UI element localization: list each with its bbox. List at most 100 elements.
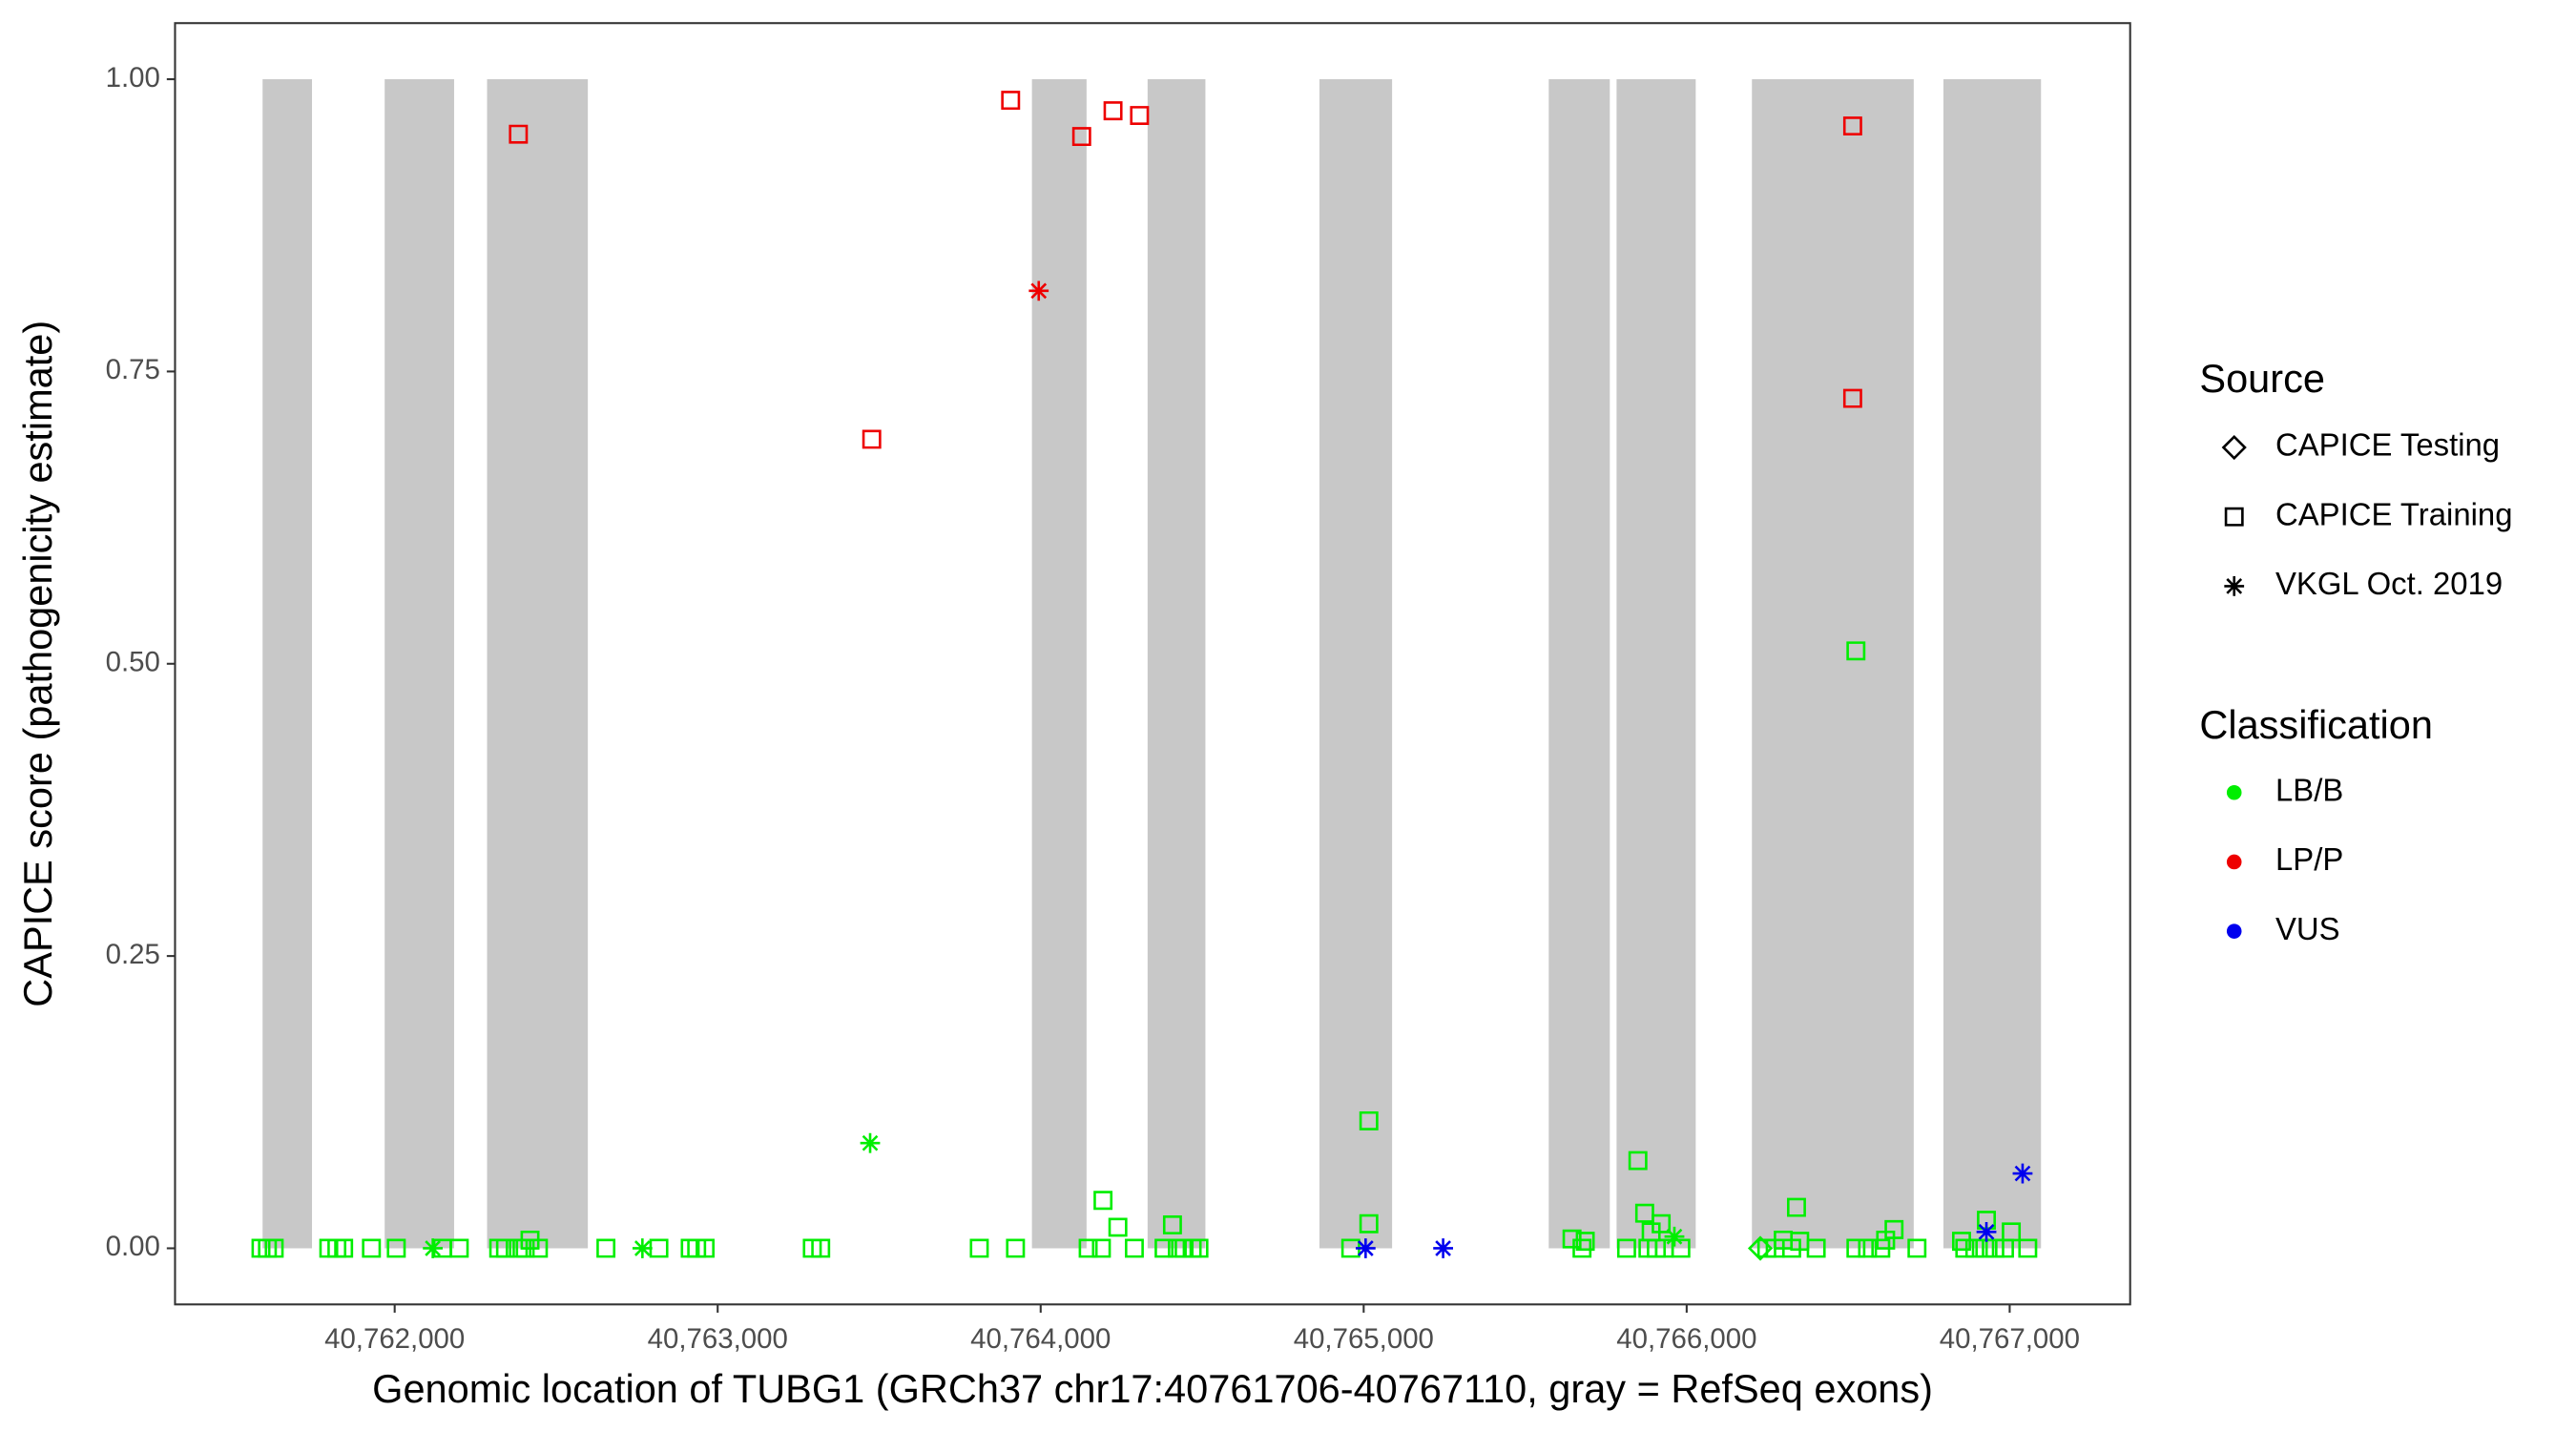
point — [1781, 1238, 1801, 1258]
legend-label: LP/P — [2275, 841, 2343, 877]
point — [1359, 1213, 1379, 1234]
x-tick-label: 40,767,000 — [1940, 1323, 2080, 1355]
point — [2002, 1222, 2022, 1242]
point — [1876, 1230, 1896, 1250]
y-tick-label: 0.75 — [106, 354, 160, 385]
y-tick-label: 0.00 — [106, 1231, 160, 1262]
point — [1130, 106, 1150, 125]
x-axis-title: Genomic location of TUBG1 (GRCh37 chr17:… — [372, 1366, 1933, 1411]
point — [1162, 1215, 1182, 1234]
exon — [1943, 79, 2042, 1249]
point — [1871, 1238, 1891, 1258]
point — [1572, 1238, 1592, 1258]
y-axis-title: CAPICE score (pathogenicity estimate) — [15, 321, 60, 1007]
x-tick-label: 40,764,000 — [970, 1323, 1111, 1355]
point — [1433, 1238, 1453, 1258]
point — [811, 1238, 831, 1258]
legend-title: Classification — [2199, 702, 2433, 747]
point — [529, 1238, 549, 1258]
legend-label: CAPICE Testing — [2275, 427, 2500, 463]
point — [449, 1238, 469, 1258]
point — [1103, 101, 1123, 121]
exon — [1319, 79, 1393, 1249]
point — [1359, 1110, 1379, 1130]
point — [1846, 641, 1866, 661]
x-tick-label: 40,765,000 — [1294, 1323, 1434, 1355]
exon — [1752, 79, 1914, 1249]
point — [2012, 1163, 2033, 1184]
legend-symbol — [2221, 434, 2247, 461]
point — [1001, 91, 1021, 111]
point — [1806, 1238, 1826, 1258]
x-tick-label: 40,762,000 — [324, 1323, 465, 1355]
point — [1787, 1197, 1806, 1217]
point — [1628, 1151, 1648, 1171]
point-layer — [251, 91, 2038, 1261]
legend-label: LB/B — [2275, 772, 2343, 807]
point — [696, 1238, 715, 1258]
point — [1671, 1238, 1691, 1258]
exon — [1548, 79, 1610, 1249]
point — [632, 1238, 653, 1258]
point — [520, 1230, 540, 1250]
point — [264, 1238, 284, 1258]
point — [1355, 1238, 1376, 1258]
point — [1977, 1211, 1996, 1231]
point — [1616, 1238, 1636, 1258]
exon — [1616, 79, 1696, 1249]
exon — [487, 79, 589, 1249]
legend-symbol — [2224, 507, 2244, 527]
exon — [384, 79, 454, 1249]
point — [1340, 1238, 1361, 1258]
point — [1189, 1238, 1209, 1258]
point — [860, 1132, 881, 1153]
y-tick-label: 0.25 — [106, 939, 160, 970]
point — [1091, 1238, 1111, 1258]
legend-symbol — [2226, 854, 2242, 870]
x-tick-label: 40,766,000 — [1616, 1323, 1756, 1355]
point — [1575, 1232, 1595, 1252]
y-tick-label: 0.50 — [106, 647, 160, 678]
point — [362, 1238, 382, 1258]
point — [1071, 127, 1091, 147]
point — [596, 1238, 616, 1258]
legend-label: CAPICE Training — [2275, 496, 2513, 531]
point — [1641, 1222, 1661, 1242]
legend-label: VUS — [2275, 911, 2340, 946]
point — [1108, 1217, 1128, 1237]
legend-symbol — [2226, 923, 2242, 939]
legend-label: VKGL Oct. 2019 — [2275, 566, 2503, 601]
exon — [1147, 79, 1206, 1249]
point — [1790, 1232, 1810, 1252]
legend-title: Source — [2199, 356, 2325, 401]
point — [1976, 1221, 1997, 1242]
legend-symbol — [2226, 784, 2242, 800]
x-tick-label: 40,763,000 — [648, 1323, 788, 1355]
point — [862, 429, 882, 449]
point — [1842, 116, 1862, 136]
point — [1952, 1232, 1971, 1252]
point — [1664, 1226, 1685, 1247]
legend-symbol — [2224, 576, 2245, 596]
y-tick-label: 1.00 — [106, 62, 160, 93]
point — [1747, 1235, 1774, 1261]
point — [334, 1238, 354, 1258]
exon-layer — [262, 79, 2042, 1249]
exon — [262, 79, 313, 1249]
point — [1562, 1229, 1582, 1249]
point — [1028, 280, 1049, 301]
point — [1907, 1238, 1927, 1258]
exon — [1031, 79, 1087, 1249]
point — [1124, 1238, 1144, 1258]
point — [423, 1238, 444, 1258]
point — [649, 1238, 669, 1258]
point — [386, 1238, 406, 1258]
point — [1006, 1238, 1026, 1258]
point — [2018, 1238, 2038, 1258]
point — [1093, 1191, 1113, 1211]
point — [969, 1238, 989, 1258]
point — [509, 124, 529, 144]
point — [1842, 388, 1862, 408]
